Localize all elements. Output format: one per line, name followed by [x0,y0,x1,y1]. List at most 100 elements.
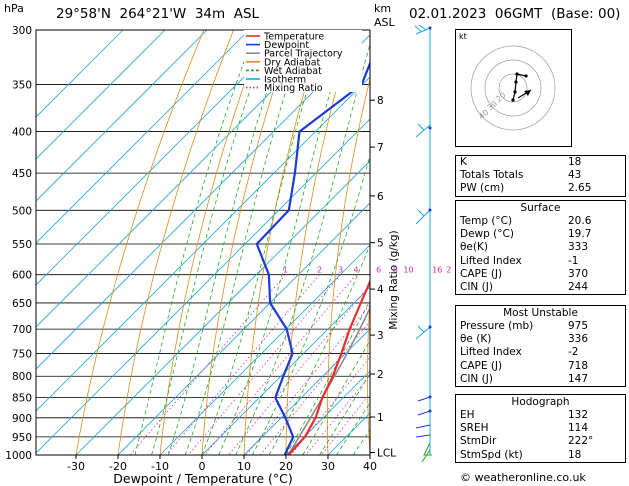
hodograph-point [513,90,517,94]
index-row: K 18 [456,156,625,169]
wet-adiabat-line [218,30,349,455]
index-row: CIN (J) 244 [456,281,625,294]
temperature-tick-label: 10 [237,460,251,473]
index-label: Dewp (°C) [460,228,514,241]
isotherm-line [201,286,370,455]
height-tick-label: 3 [377,330,384,342]
isotherm-line [36,76,370,412]
index-row: Totals Totals 43 [456,169,625,182]
mixing-ratio-line [305,374,370,455]
legend-label: Mixing Ratio [264,83,323,94]
mixing-ratio-line [259,320,370,455]
mixing-ratio-line [245,304,370,455]
hodograph-point [515,72,519,76]
index-row: CAPE (J) 718 [456,360,625,373]
pressure-unit-label: hPa [4,2,24,15]
mixing-ratio-label: 2 [317,266,322,275]
mixing-ratio-label: 4 [353,266,358,275]
hodograph-ring [498,73,528,103]
index-label: CAPE (J) [460,359,503,372]
legend-label: Isotherm [264,75,306,86]
index-value: 19.7 [568,228,592,241]
height-tick-label: 5 [377,238,384,250]
pressure-tick-label: 800 [12,371,32,383]
index-row: StmSpd (kt) 18 [456,449,625,462]
pressure-tick-label: 600 [12,270,32,282]
pressure-tick-label: 850 [12,393,32,405]
index-row: SREH 114 [456,422,625,435]
index-row: CAPE (J) 370 [456,268,625,281]
index-label: EH [460,409,475,421]
index-value: 114 [568,422,589,435]
legend-label: Dry Adiabat [264,57,321,68]
index-label: K [460,156,467,168]
index-label: CIN (J) [460,280,493,293]
index-row: θe(K) 333 [456,241,625,254]
index-value: 18 [568,448,582,461]
index-label: Totals Totals [460,169,524,182]
index-value: 132 [568,409,589,421]
wet-adiabat-line [302,339,370,455]
index-value: 2.65 [568,182,592,195]
x-axis-label: Dewpoint / Temperature (°C) [113,471,292,486]
pressure-tick-label: 750 [12,348,32,360]
hodograph-table-title: Hodograph [511,396,570,408]
most-unstable-table: Most Unstable Pressure (mb) 975 θe (K) 336 L… [455,305,626,387]
dry-adiabat-line [75,30,205,455]
pressure-tick-label: 900 [12,413,32,425]
mixing-ratio-line [228,284,370,455]
index-label: StmDir [460,435,497,448]
pressure-tick-label: 1000 [5,450,32,462]
temperature-tick-label: 30 [321,460,335,473]
isotherm-line [36,30,292,286]
wet-adiabat-line [134,30,257,455]
wet-adiabat-line [235,42,370,455]
index-row: EH 132 [456,409,625,422]
isotherm-line [243,328,370,455]
skew-t-chart: 3003504004505005506006507007508008509009… [5,25,452,486]
storm-motion-arrowhead [524,90,531,96]
surface-title: Surface [520,202,561,214]
height-tick-label: 1 [377,412,384,424]
hodograph-point [511,98,515,102]
index-value: -2 [568,346,579,359]
isotherm-line [36,30,208,202]
mixing-ratio-line [320,393,370,455]
index-label: PW (cm) [460,182,505,195]
mixing-ratio-line [204,274,357,455]
index-row: Dewp (°C) 19.7 [456,228,625,241]
parcel-trajectory-line [287,306,370,455]
isotherm-line [159,244,370,455]
isotherm-line [285,370,370,455]
height-unit-label: km [374,2,392,15]
index-value: 18 [568,156,582,168]
hodograph-point [524,74,528,78]
index-value: 147 [568,372,589,385]
surface-table: Surface Temp (°C) 20.6 Dewp (°C) 19.7 θe(K) 3… [455,200,626,296]
height-tick-label: 2 [377,369,384,381]
dry-adiabat-line [201,30,294,455]
isotherm-line [36,30,250,244]
index-value: 336 [568,333,589,346]
index-label: Lifted Index [460,254,522,267]
hodograph-ring [470,45,556,131]
dry-adiabat-line [117,30,234,455]
mixing-ratio-line [129,274,286,455]
wet-adiabat-line [151,30,272,455]
wet-adiabat-line [268,243,370,455]
index-row: Temp (°C) 20.6 [456,215,625,228]
temperature-tick-label: -30 [67,460,85,473]
index-value: 244 [568,280,589,293]
wet-adiabat-line [168,30,288,455]
copyright-text: © weatheronline.co.uk [460,471,586,484]
index-value: 718 [568,359,589,372]
index-label: Pressure (mb) [460,320,534,332]
index-label: θe(K) [460,241,488,254]
isotherm-line [36,30,334,328]
index-value: 222° [568,435,594,448]
index-label: Temp (°C) [460,215,513,227]
most-unstable-title: Most Unstable [503,307,578,319]
pressure-tick-label: 500 [12,205,32,217]
wet-adiabat-line [336,402,370,455]
